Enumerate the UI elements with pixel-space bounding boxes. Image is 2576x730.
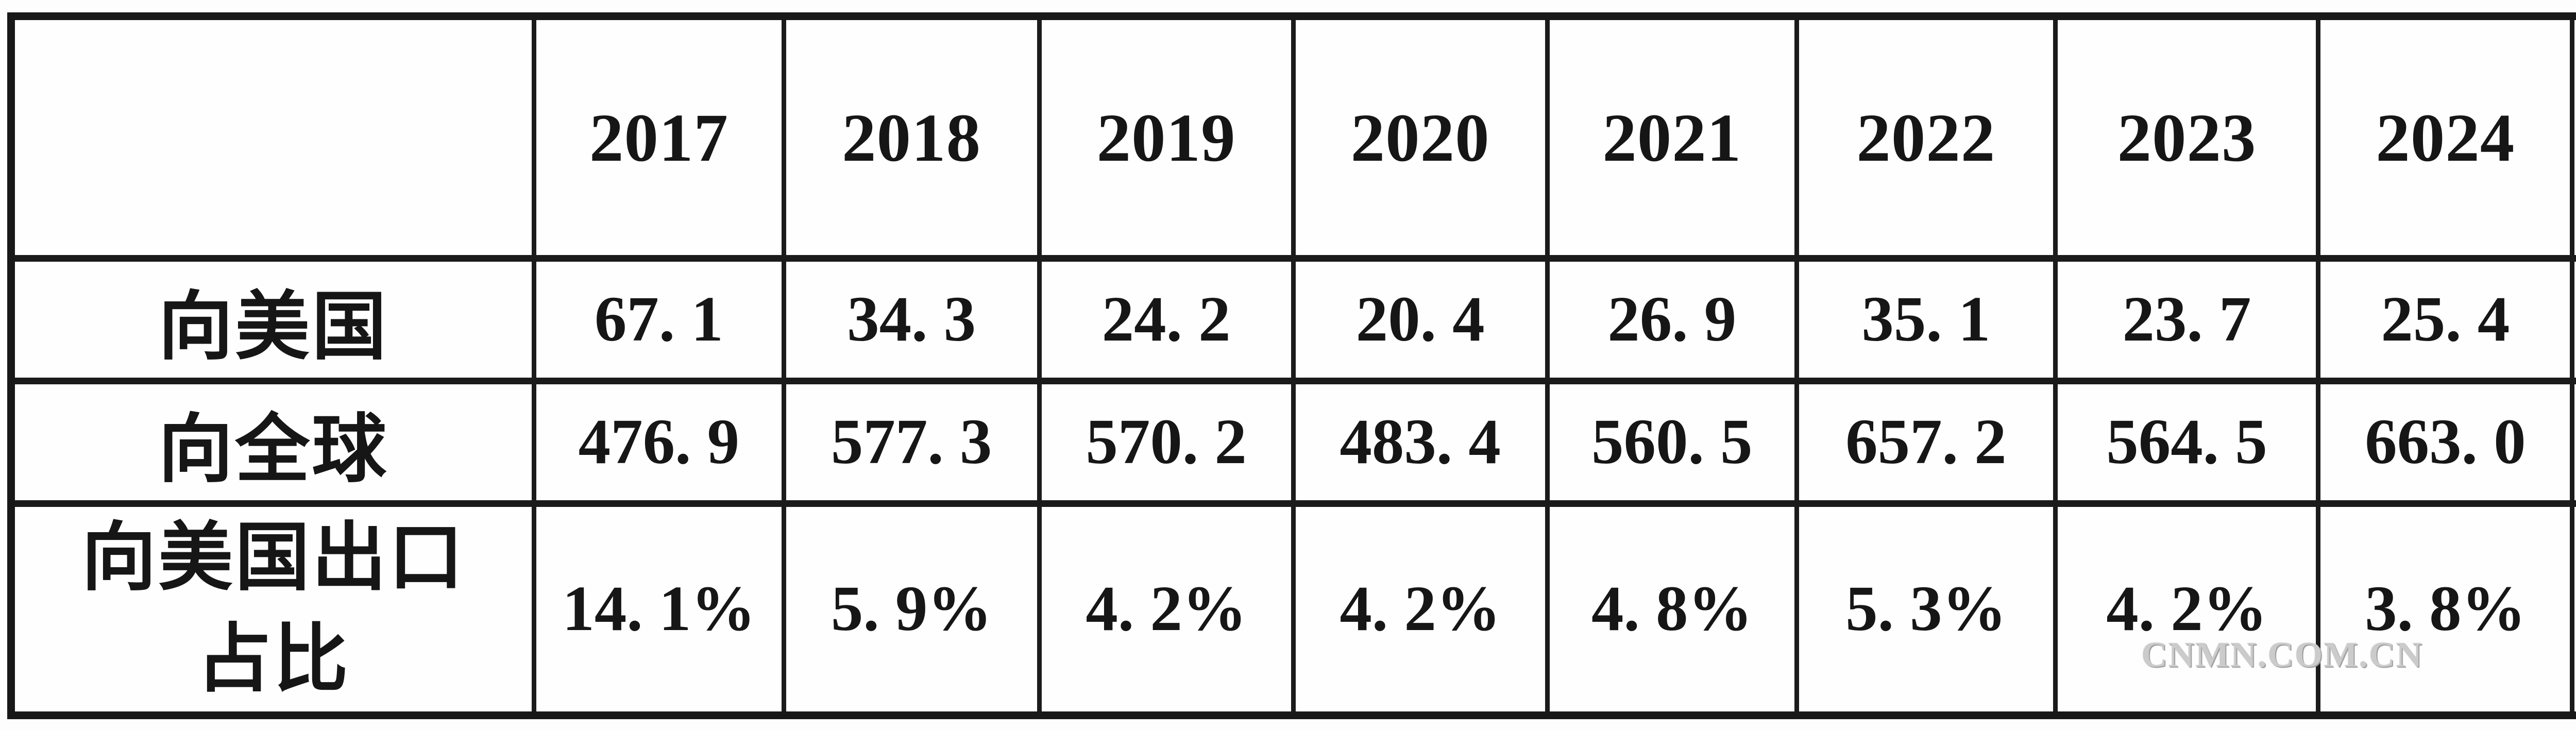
year-header: 2019 [1037,13,1296,262]
value-cell: 476. 9 [532,378,786,507]
table-row-usa-share: 向美国出口 占比 14. 1% 5. 9% 4. 2% 4. 2% 4. 8% … [8,500,2576,719]
value-cell: 560. 5 [1545,378,1799,507]
row-label: 向美国 [8,255,537,384]
value-cell: 34. 3 [781,255,1042,384]
value-cell: 4. 2% [1037,500,1296,719]
value-cell: 14. 1% [532,500,786,719]
value-cell: 67. 1 [532,255,786,384]
value-cell: 4. 2% [1291,500,1550,719]
value-cell: 5. 9% [781,500,1042,719]
year-header: 2017 [532,13,786,262]
value-cell: 564. 5 [2053,378,2321,507]
value-cell: 25. 4 [2316,255,2575,384]
year-header: 2018 [781,13,1042,262]
value-cell: 483. 4 [1291,378,1550,507]
row-label: 向美国出口 占比 [8,500,537,719]
year-header: 2023 [2053,13,2321,262]
row-label: 向全球 [8,378,537,507]
value-cell: 24. 2 [1037,255,1296,384]
value-cell: 20. 4 [1291,255,1550,384]
value-cell: 3. 8% [2316,500,2575,719]
value-cell: 657. 2 [1794,378,2058,507]
value-cell: 5. 3% [1794,500,2058,719]
cagr-value-cell: 4. 8% [2570,378,2576,507]
value-cell: 35. 1 [1794,255,2058,384]
watermark: CNMN.COM.CN [2141,635,2423,675]
table-row-to-global: 向全球 476. 9 577. 3 570. 2 483. 4 560. 5 6… [8,378,2576,507]
header-row: 2017 2018 2019 2020 2021 2022 2023 2024 … [8,13,2576,262]
value-cell: 663. 0 [2316,378,2575,507]
cagr-value-cell: - [2570,500,2576,719]
cagr-value-cell: -13. 0% [2570,255,2576,384]
value-cell: 4. 8% [1545,500,1799,719]
value-cell: 26. 9 [1545,255,1799,384]
value-cell: 577. 3 [781,378,1042,507]
value-cell: 23. 7 [2053,255,2321,384]
corner-cell [8,13,537,262]
row-label-line: 向美国出口 [81,517,466,600]
table-row-to-usa: 向美国 67. 1 34. 3 24. 2 20. 4 26. 9 35. 1 … [8,255,2576,384]
cagr-header: 2018-2024 CAGR [2570,13,2576,262]
value-cell: 570. 2 [1037,378,1296,507]
year-header: 2021 [1545,13,1799,262]
year-header: 2022 [1794,13,2058,262]
export-data-table: 2017 2018 2019 2020 2021 2022 2023 2024 … [7,12,2576,719]
year-header: 2020 [1291,13,1550,262]
row-label-line: 占比 [196,618,350,701]
year-header: 2024 [2316,13,2575,262]
value-cell: 4. 2% [2053,500,2321,719]
